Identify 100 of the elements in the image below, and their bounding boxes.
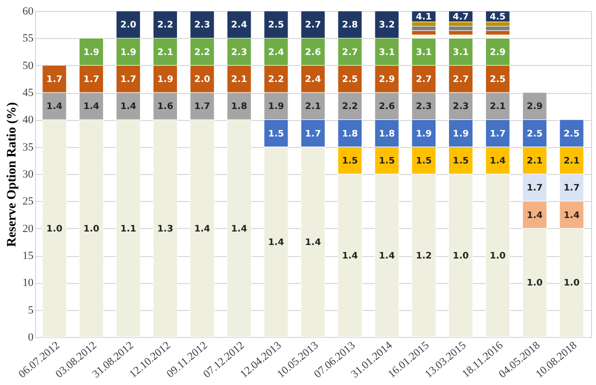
annotation: 1.4 <box>120 102 136 112</box>
y-tick-label: 60 <box>22 6 34 18</box>
annotation: 2.4 <box>305 74 321 85</box>
annotation: 1.8 <box>231 102 248 112</box>
annotation: 2.9 <box>378 74 395 85</box>
annotation: 2.4 <box>231 20 248 31</box>
annotation: 2.2 <box>194 48 210 58</box>
annotation: 2.0 <box>194 74 210 85</box>
annotation: 1.4 <box>526 210 543 221</box>
annotation: 1.9 <box>120 48 136 58</box>
annotation: 2.3 <box>194 20 210 31</box>
annotation: 1.0 <box>46 224 62 234</box>
annotation: 1.5 <box>268 129 284 140</box>
annotation: 2.6 <box>305 48 321 58</box>
annotation: 2.7 <box>342 48 358 58</box>
annotation: 1.8 <box>342 129 358 140</box>
annotation: 1.1 <box>120 224 136 234</box>
annotation: 1.9 <box>83 48 100 58</box>
annotation: 1.7 <box>305 129 321 140</box>
annotation: 1.7 <box>120 74 136 85</box>
annotation: 1.4 <box>378 252 395 262</box>
annotation: 2.5 <box>268 20 284 31</box>
annotation: 1.4 <box>564 210 580 221</box>
annotation: 1.5 <box>378 156 395 166</box>
annotation: 2.7 <box>452 74 469 85</box>
annotation: 1.0 <box>452 252 469 262</box>
y-tick-label: 55 <box>22 32 34 45</box>
annotation: 2.1 <box>305 102 321 112</box>
y-tick-label: 45 <box>22 87 34 99</box>
annotation: 1.6 <box>157 102 174 112</box>
annotation: 2.3 <box>452 102 469 112</box>
annotation: 1.0 <box>526 278 543 289</box>
annotation: 2.1 <box>231 74 248 85</box>
annotation: 1.4 <box>305 238 321 248</box>
annotation: 1.4 <box>194 224 210 234</box>
y-tick-label: 35 <box>22 141 34 154</box>
annotation: 2.5 <box>490 74 506 85</box>
y-tick-label: 30 <box>22 168 34 180</box>
annotation: 1.8 <box>378 129 395 140</box>
annotation: 2.4 <box>268 48 284 58</box>
bar <box>412 26 436 31</box>
annotation: 1.4 <box>231 224 248 234</box>
annotation: 1.4 <box>490 156 506 166</box>
annotation: 1.7 <box>194 102 210 112</box>
annotation: 3.1 <box>452 48 469 58</box>
annotation: 4.7 <box>452 12 469 22</box>
annotation: 2.0 <box>120 20 136 31</box>
annotation: 2.5 <box>526 129 543 140</box>
annotation: 4.1 <box>416 12 432 22</box>
annotation: 1.9 <box>157 74 174 85</box>
annotation: 3.1 <box>378 48 395 58</box>
annotation: 1.0 <box>564 278 580 289</box>
y-tick-label: 15 <box>22 250 34 262</box>
annotation: 1.2 <box>416 252 432 262</box>
annotation: 2.3 <box>231 48 248 58</box>
annotation: 1.4 <box>342 252 358 262</box>
annotation: 1.7 <box>564 184 580 194</box>
annotation: 3.2 <box>378 20 395 31</box>
annotation: 2.2 <box>268 74 284 85</box>
annotation: 2.2 <box>342 102 358 112</box>
y-tick-label: 25 <box>22 196 34 208</box>
annotation: 4.5 <box>490 12 506 22</box>
annotation: 2.1 <box>157 48 174 58</box>
annotation: 1.9 <box>268 102 284 112</box>
annotation: 2.1 <box>490 102 506 112</box>
annotation: 1.9 <box>452 129 469 140</box>
annotation: 1.7 <box>83 74 100 85</box>
y-tick-label: 0 <box>28 332 34 344</box>
y-tick-label: 5 <box>28 304 34 316</box>
annotation: 1.4 <box>83 102 100 112</box>
y-tick-label: 10 <box>22 277 34 290</box>
annotation: 2.1 <box>564 156 580 166</box>
annotation: 2.2 <box>157 20 174 31</box>
annotation: 1.7 <box>526 184 543 194</box>
annotation: 1.0 <box>83 224 100 234</box>
y-tick-label: 50 <box>22 60 34 72</box>
annotation: 3.1 <box>416 48 432 58</box>
annotation: 2.6 <box>378 102 395 112</box>
annotation: 1.7 <box>46 74 62 85</box>
annotation: 1.5 <box>342 156 358 166</box>
y-tick-label: 20 <box>22 222 34 235</box>
annotation: 1.7 <box>490 129 506 140</box>
annotation: 1.5 <box>452 156 469 166</box>
y-tick-label: 40 <box>22 114 34 126</box>
annotation: 1.9 <box>416 129 432 140</box>
annotation: 2.7 <box>416 74 432 85</box>
bar <box>485 26 510 31</box>
annotation: 1.4 <box>46 102 62 112</box>
y-axis-title: Reserve Option Ratio (%) <box>4 102 18 247</box>
annotation: 1.4 <box>268 238 284 248</box>
annotation: 1.5 <box>416 156 432 166</box>
annotation: 2.1 <box>526 156 543 166</box>
annotation: 2.3 <box>416 102 432 112</box>
bar <box>448 26 474 31</box>
annotation: 2.9 <box>526 102 543 112</box>
annotation: 1.0 <box>490 252 506 262</box>
annotation: 2.9 <box>490 48 506 58</box>
annotation: 2.5 <box>564 129 580 140</box>
annotation: 1.3 <box>157 224 174 234</box>
annotation: 2.5 <box>342 74 358 85</box>
